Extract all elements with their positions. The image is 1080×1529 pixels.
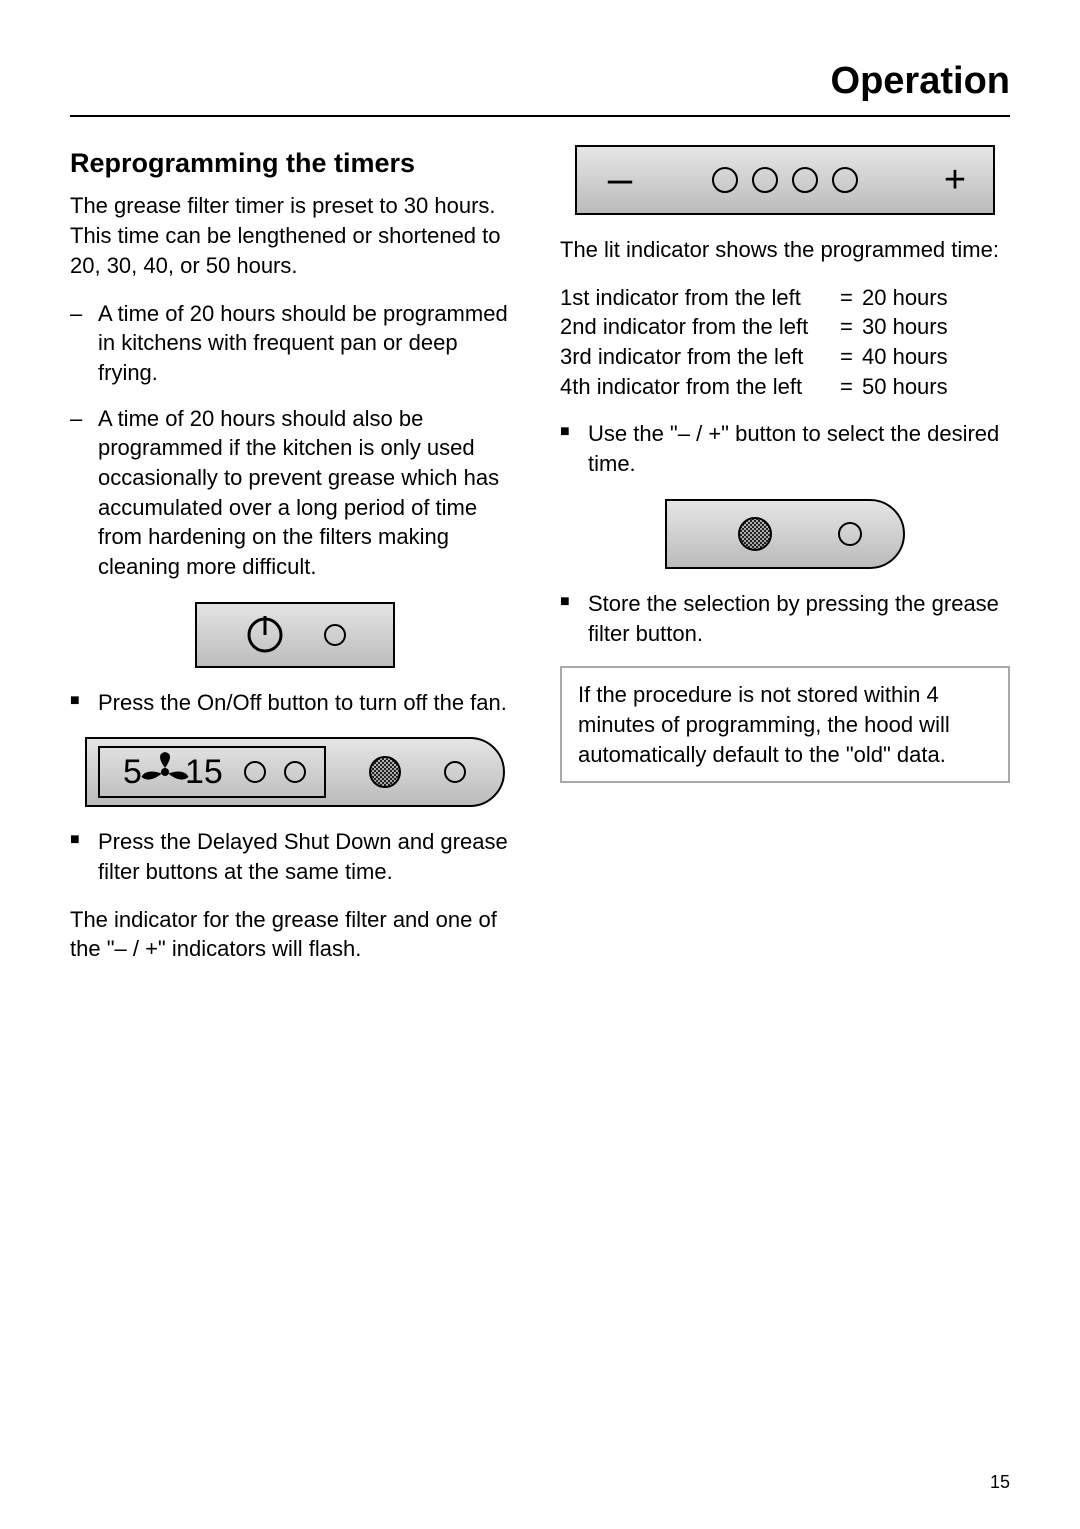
step-list-4: Store the selection by pressing the grea…: [560, 589, 1010, 648]
grease-filter-diagram: [665, 499, 905, 569]
step-item: Use the "– / +" button to select the des…: [560, 419, 1010, 478]
indicator-value: 20 hours: [862, 283, 948, 313]
right-lead-paragraph: The lit indicator shows the programmed t…: [560, 235, 1010, 265]
intro-paragraph: The grease filter timer is preset to 30 …: [70, 191, 520, 280]
indicator-eq: =: [840, 312, 862, 342]
step-list-2: Press the Delayed Shut Down and grease f…: [70, 827, 520, 886]
plus-label: +: [944, 159, 966, 201]
dash-item: A time of 20 hours should also be progra…: [70, 404, 520, 582]
minus-plus-diagram: – +: [575, 145, 995, 215]
note-box: If the procedure is not stored within 4 …: [560, 666, 1010, 783]
indicator-eq: =: [840, 342, 862, 372]
note-text: If the procedure is not stored within 4 …: [578, 682, 950, 766]
content-columns: Reprogramming the timers The grease filt…: [70, 145, 1010, 982]
step-list-3: Use the "– / +" button to select the des…: [560, 419, 1010, 478]
step-item: Press the Delayed Shut Down and grease f…: [70, 827, 520, 886]
left-column: Reprogramming the timers The grease filt…: [70, 145, 520, 982]
section-title: Reprogramming the timers: [70, 145, 520, 181]
left-tail-paragraph: The indicator for the grease filter and …: [70, 905, 520, 964]
indicator-label: 1st indicator from the left: [560, 283, 840, 313]
step-list-1: Press the On/Off button to turn off the …: [70, 688, 520, 718]
indicator-table: 1st indicator from the left = 20 hours 2…: [560, 283, 1010, 402]
onoff-button-diagram: [195, 602, 395, 668]
indicator-row: 1st indicator from the left = 20 hours: [560, 283, 1010, 313]
indicator-value: 50 hours: [862, 372, 948, 402]
indicator-value: 40 hours: [862, 342, 948, 372]
step-item: Store the selection by pressing the grea…: [560, 589, 1010, 648]
indicator-label: 3rd indicator from the left: [560, 342, 840, 372]
indicator-eq: =: [840, 283, 862, 313]
minus-label: –: [608, 154, 633, 203]
indicator-label: 2nd indicator from the left: [560, 312, 840, 342]
indicator-label: 4th indicator from the left: [560, 372, 840, 402]
panel-fifteen: 15: [185, 753, 223, 791]
indicator-eq: =: [840, 372, 862, 402]
indicator-row: 2nd indicator from the left = 30 hours: [560, 312, 1010, 342]
panel-five: 5: [123, 753, 142, 791]
indicator-row: 4th indicator from the left = 50 hours: [560, 372, 1010, 402]
indicator-row: 3rd indicator from the left = 40 hours: [560, 342, 1010, 372]
step-item: Press the On/Off button to turn off the …: [70, 688, 520, 718]
page-header-title: Operation: [70, 60, 1010, 117]
dash-list: A time of 20 hours should be programmed …: [70, 299, 520, 582]
indicator-value: 30 hours: [862, 312, 948, 342]
dash-item: A time of 20 hours should be programmed …: [70, 299, 520, 388]
page-number: 15: [990, 1472, 1010, 1493]
control-panel-diagram: 5 15: [85, 737, 505, 807]
right-column: – + The lit indicator shows the programm…: [560, 145, 1010, 982]
page: Operation Reprogramming the timers The g…: [0, 0, 1080, 1529]
